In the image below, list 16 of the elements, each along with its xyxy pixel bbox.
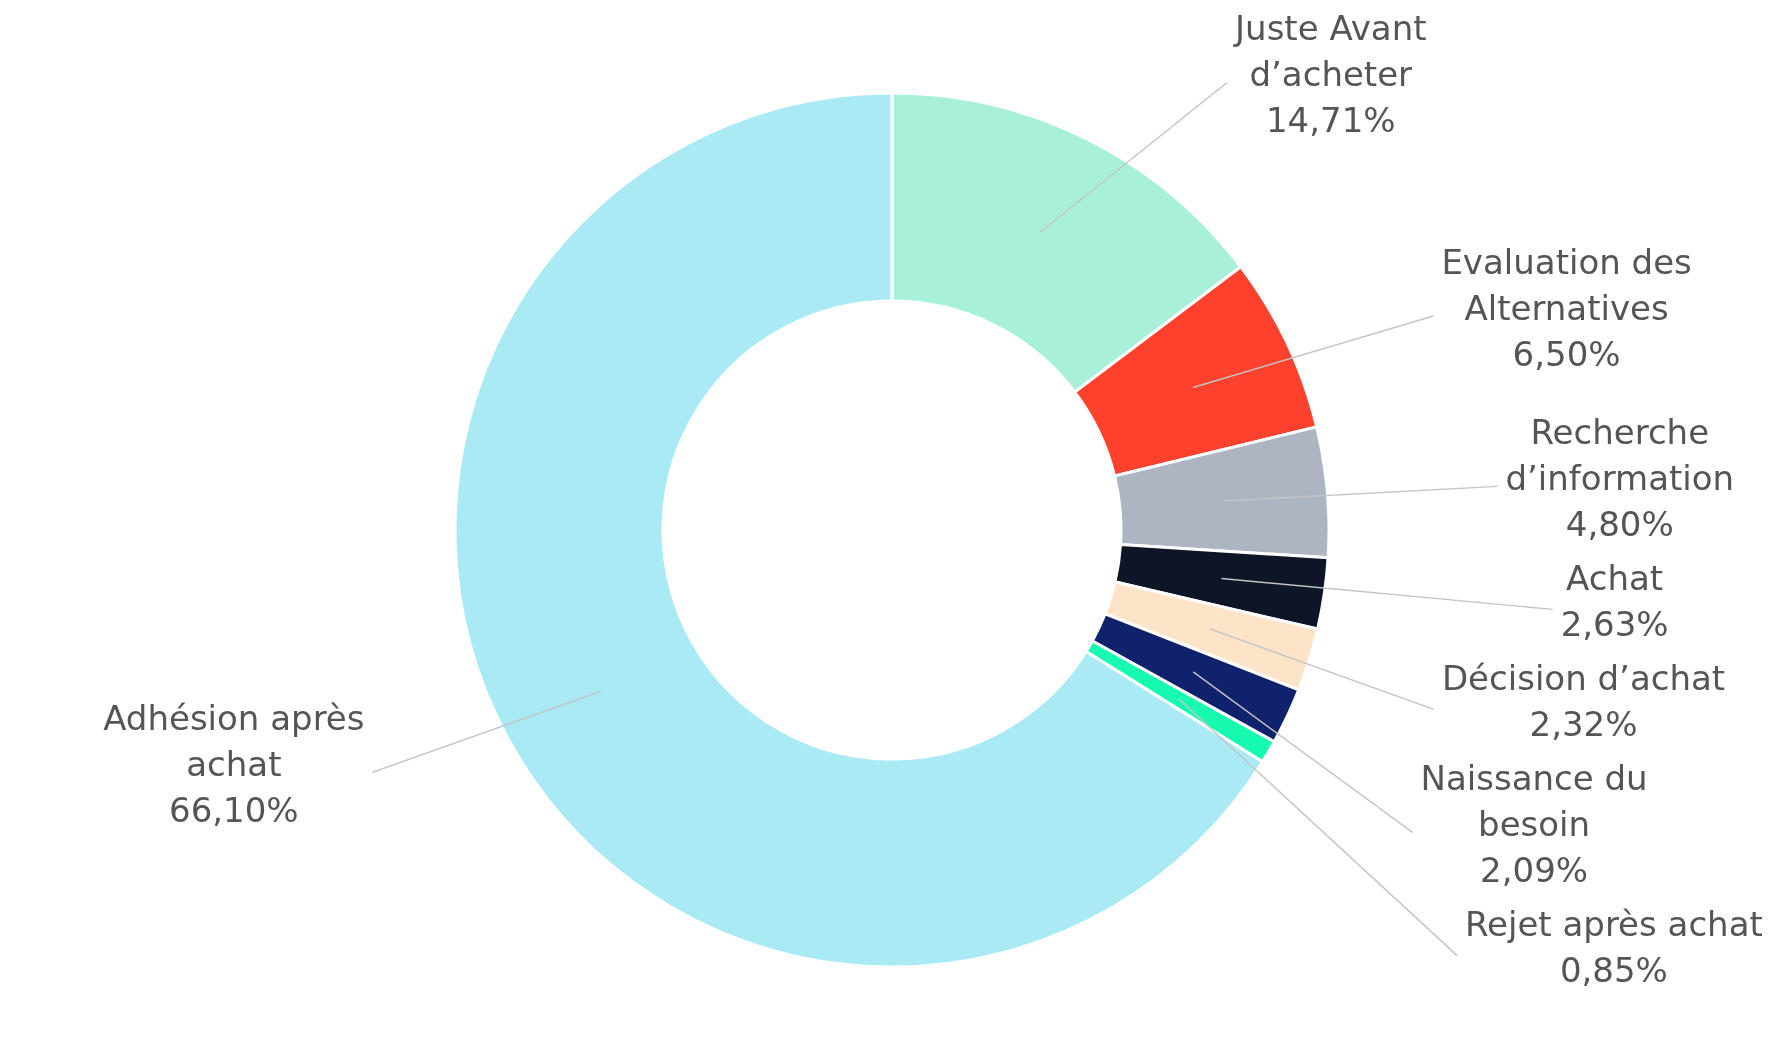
data-label: 4,80%: [1565, 504, 1674, 545]
data-label: 0,85%: [1559, 950, 1668, 991]
slice-label: Evaluation des Alternatives: [1441, 241, 1692, 328]
slice-label: Rejet après achat: [1464, 904, 1763, 945]
slice-label: Adhésion après achat: [103, 698, 365, 785]
data-label: 6,50%: [1512, 333, 1621, 374]
slice-label: Naissance du besoin: [1420, 758, 1648, 845]
slice-label: Décision d’achat: [1441, 658, 1726, 699]
data-label: 2,32%: [1529, 704, 1638, 745]
data-label: 14,71%: [1265, 100, 1396, 141]
data-label: 2,63%: [1560, 604, 1669, 645]
slice-label: Juste Avant d’acheter: [1233, 8, 1427, 95]
data-label: 2,09%: [1480, 850, 1589, 891]
slice-label: Recherche d’information: [1505, 412, 1735, 499]
slice-label: Achat: [1566, 558, 1664, 599]
data-label: 66,10%: [169, 790, 299, 831]
